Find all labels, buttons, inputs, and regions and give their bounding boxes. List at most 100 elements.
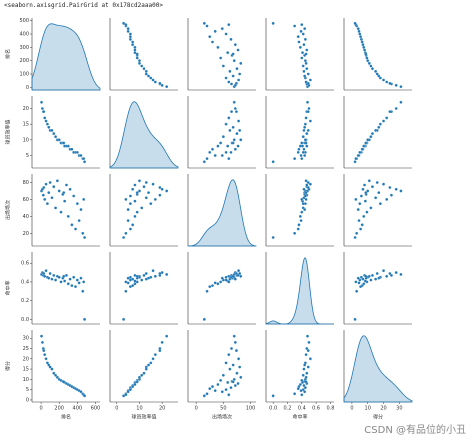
scatter-point (300, 210, 304, 214)
scatter-point (300, 23, 304, 27)
scatter-point (231, 274, 235, 278)
y-tick-label: 10 (23, 137, 29, 143)
scatter-point (40, 334, 44, 338)
scatter-point (377, 191, 381, 195)
scatter-point (308, 357, 312, 361)
scatter-point (360, 223, 364, 227)
scatter-point (354, 157, 358, 161)
scatter-point (239, 138, 243, 142)
scatter-point (131, 43, 135, 47)
scatter-point (144, 367, 148, 371)
scatter-point (202, 394, 206, 398)
scatter-point (298, 214, 302, 218)
x-tick-label: 10 (136, 406, 142, 412)
y-tick-label: 15 (23, 122, 29, 128)
y-tick-label: 0 (26, 397, 29, 403)
scatter-point (361, 43, 365, 47)
scatter-point (124, 231, 128, 235)
scatter-point (304, 52, 308, 56)
scatter-point (354, 197, 358, 201)
scatter-point (81, 289, 85, 293)
scatter-point (47, 191, 51, 195)
scatter-point (55, 375, 59, 379)
scatter-point (226, 144, 230, 148)
scatter-point (229, 150, 233, 154)
scatter-point (220, 390, 224, 394)
scatter-point (370, 67, 374, 71)
scatter-point (75, 150, 79, 154)
x-tick-label: 30 (396, 406, 402, 412)
scatter-point (43, 116, 47, 120)
scatter-point (54, 373, 58, 377)
scatter-point (301, 32, 305, 36)
scatter-point (302, 43, 306, 47)
scatter-point (70, 284, 74, 288)
scatter-point (55, 179, 59, 183)
scatter-point (165, 85, 169, 89)
scatter-point (374, 277, 378, 281)
scatter-point (271, 160, 275, 164)
scatter-point (369, 64, 373, 68)
scatter-point (306, 128, 310, 132)
scatter-point (354, 280, 358, 284)
scatter-point (271, 21, 275, 25)
scatter-point (210, 284, 214, 288)
scatter-point (137, 189, 141, 193)
scatter-point (227, 280, 231, 284)
scatter-point (375, 180, 379, 184)
scatter-point (236, 381, 240, 385)
scatter-point (140, 373, 144, 377)
scatter-point (208, 150, 212, 154)
scatter-point (232, 59, 236, 63)
scatter-point (301, 64, 305, 68)
x-tick-label: 0 (350, 406, 353, 412)
scatter-point (64, 273, 68, 277)
scatter-point (126, 27, 130, 31)
scatter-point (303, 59, 307, 63)
scatter-point (232, 138, 236, 142)
scatter-point (83, 236, 87, 240)
scatter-point (303, 74, 307, 78)
scatter-point (82, 157, 86, 161)
scatter-point (299, 219, 303, 223)
scatter-point (231, 363, 235, 367)
scatter-point (235, 371, 239, 375)
scatter-point (44, 357, 48, 361)
scatter-point (304, 353, 308, 357)
scatter-point (234, 110, 238, 114)
scatter-point (357, 29, 361, 33)
scatter-point (388, 81, 392, 85)
x-tick-label: 100 (246, 406, 256, 412)
scatter-point (304, 179, 308, 183)
scatter-point (42, 349, 46, 353)
scatter-point (135, 210, 139, 214)
scatter-point (361, 187, 365, 191)
scatter-point (302, 147, 306, 151)
scatter-point (124, 289, 128, 293)
y-tick-label: 0.4 (21, 279, 29, 285)
scatter-point (79, 153, 83, 157)
y-tick-label: 0.0 (21, 317, 29, 323)
scatter-point (227, 80, 231, 84)
scatter-point (221, 64, 225, 68)
scatter-point (219, 56, 223, 60)
scatter-point (304, 197, 308, 201)
scatter-point (303, 122, 307, 126)
scatter-point (124, 280, 128, 284)
scatter-point (300, 56, 304, 60)
scatter-point (378, 76, 382, 80)
scatter-point (47, 363, 51, 367)
scatter-point (224, 76, 228, 80)
scatter-point (133, 45, 137, 49)
scatter-point (301, 135, 305, 139)
scatter-point (224, 388, 228, 392)
scatter-point (205, 392, 209, 396)
scatter-point (394, 187, 398, 191)
scatter-point (144, 72, 148, 76)
kde-curve (109, 101, 179, 169)
scatter-point (306, 72, 310, 76)
y-tick-label: 100 (19, 72, 29, 78)
x-tick-label: 200 (54, 406, 64, 412)
scatter-point (382, 119, 386, 123)
scatter-point (47, 125, 51, 129)
